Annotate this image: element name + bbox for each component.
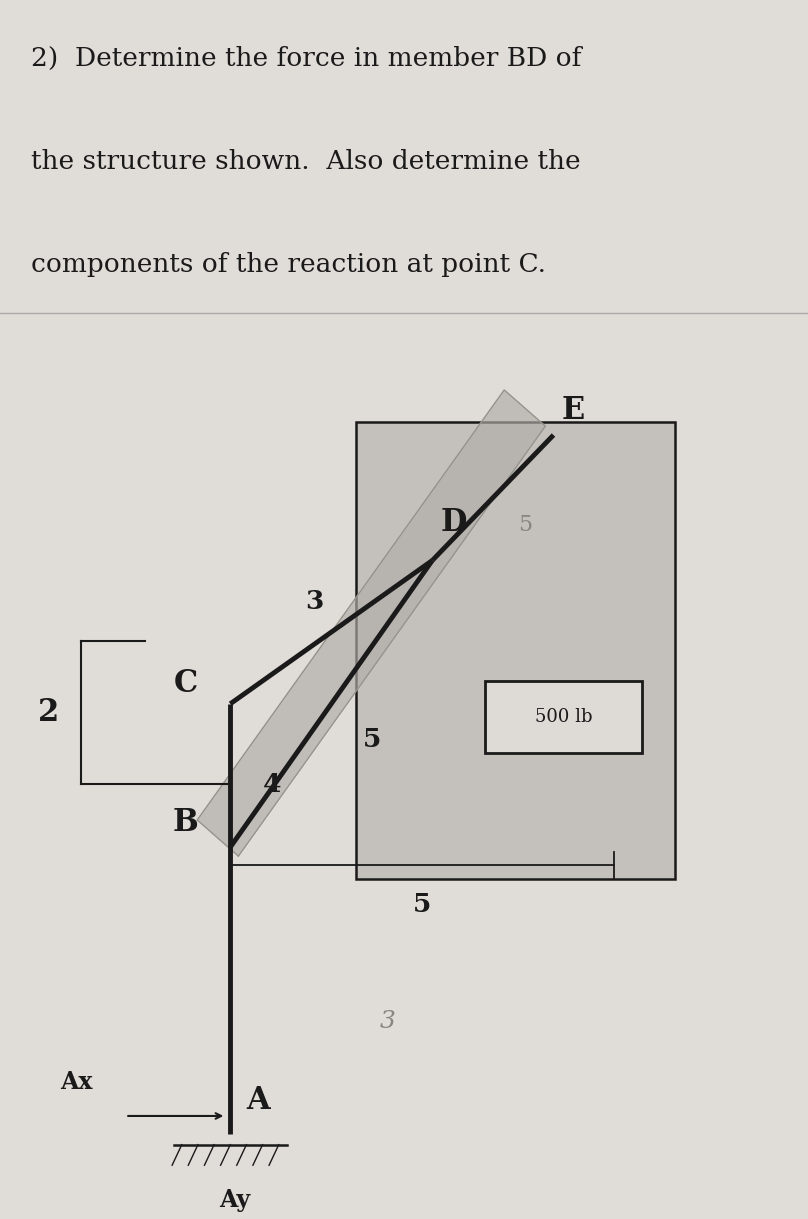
Text: 500 lb: 500 lb	[535, 708, 592, 727]
Text: 4: 4	[263, 772, 281, 797]
Text: Ay: Ay	[219, 1187, 250, 1212]
Polygon shape	[197, 390, 545, 856]
Text: 5: 5	[413, 892, 431, 917]
Text: 2: 2	[38, 697, 59, 728]
Text: A: A	[246, 1085, 270, 1115]
Text: 3: 3	[305, 589, 323, 614]
Text: the structure shown.  Also determine the: the structure shown. Also determine the	[31, 149, 580, 174]
Text: Ax: Ax	[61, 1069, 93, 1093]
Text: 2)  Determine the force in member BD of: 2) Determine the force in member BD of	[31, 45, 581, 71]
Text: D: D	[440, 507, 467, 538]
Text: C: C	[174, 668, 198, 700]
Text: 5: 5	[518, 513, 532, 535]
Text: components of the reaction at point C.: components of the reaction at point C.	[31, 252, 545, 278]
Bar	[356, 422, 675, 879]
Text: E: E	[562, 395, 585, 427]
Text: 3: 3	[380, 1011, 396, 1034]
Text: 5: 5	[363, 728, 381, 752]
Text: B: B	[172, 807, 198, 839]
Bar	[485, 681, 642, 753]
